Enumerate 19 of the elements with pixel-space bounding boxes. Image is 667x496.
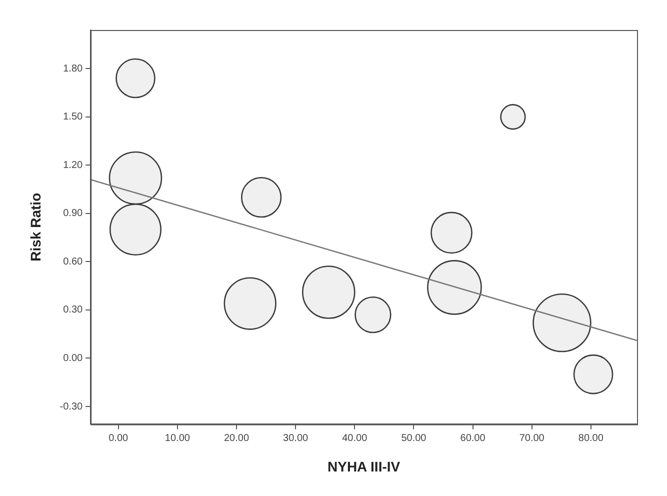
x-tick-label: 20.00 <box>224 432 250 444</box>
x-tick-label: 10.00 <box>164 432 190 444</box>
y-tick-label: 0.00 <box>63 352 84 364</box>
x-tick-label: 0.00 <box>108 432 129 444</box>
x-tick-label: 70.00 <box>519 432 545 444</box>
x-tick-label: 50.00 <box>401 432 427 444</box>
y-tick-label: 0.90 <box>63 208 84 220</box>
y-tick-label: 1.20 <box>63 160 84 171</box>
y-axis-title: Risk Ratio <box>27 192 44 262</box>
y-tick-label: 0.30 <box>63 304 84 316</box>
x-tick-label: 30.00 <box>283 432 309 444</box>
y-tick-label: 1.80 <box>63 63 84 74</box>
x-tick-label: 80.00 <box>578 432 604 444</box>
x-tick-label: 40.00 <box>342 432 368 444</box>
x-tick-label: 60.00 <box>460 432 486 444</box>
y-tick-label: 1.50 <box>63 112 84 123</box>
x-axis-title: NYHA III-IV <box>327 458 401 474</box>
y-tick-label: -0.30 <box>60 401 84 412</box>
y-tick-label: 0.60 <box>63 256 84 268</box>
